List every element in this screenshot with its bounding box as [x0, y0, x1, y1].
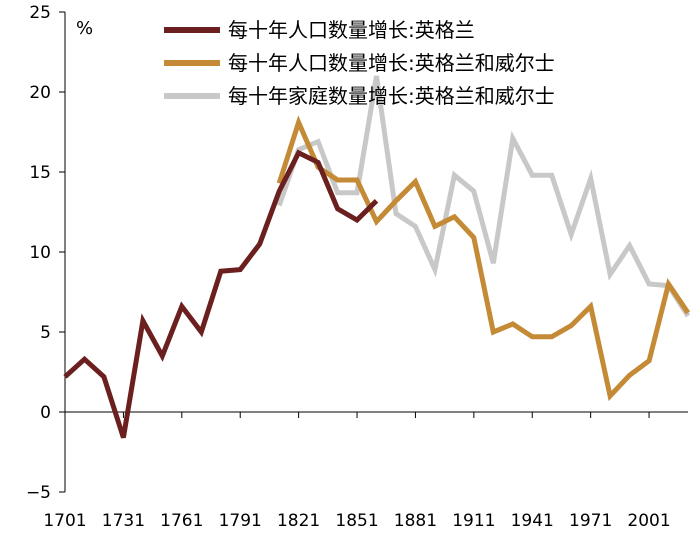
x-tick-label: 1791 — [219, 511, 262, 531]
y-tick-label: 0 — [40, 403, 51, 423]
y-tick-label: 15 — [29, 163, 51, 183]
x-axis-ticks: 1701 1731 1761 1791 1821 1851 1881 1911 1941 1971… — [43, 412, 671, 531]
y-axis-ticks: −5 0 5 10 15 20 25 — [26, 3, 65, 503]
y-tick-label: 25 — [29, 3, 51, 23]
x-tick-label: 1761 — [160, 511, 203, 531]
x-tick-label: 1941 — [511, 511, 554, 531]
x-tick-label: 1851 — [335, 511, 378, 531]
chart-legend: 每十年人口数量增长:英格兰每十年人口数量增长:英格兰和威尔士每十年家庭数量增长:… — [164, 18, 555, 108]
y-tick-label: 5 — [40, 323, 51, 343]
x-tick-label: 2001 — [627, 511, 670, 531]
legend-label-1: 每十年人口数量增长:英格兰和威尔士 — [228, 51, 555, 75]
y-tick-label: 10 — [29, 243, 51, 263]
x-tick-label: 1881 — [394, 511, 437, 531]
x-tick-label: 1971 — [569, 511, 612, 531]
x-tick-label: 1911 — [452, 511, 495, 531]
y-tick-label: −5 — [26, 483, 51, 503]
legend-label-0: 每十年人口数量增长:英格兰 — [228, 18, 475, 42]
series-line-2 — [276, 75, 691, 318]
series-lines — [63, 75, 691, 439]
x-tick-label: 1731 — [102, 511, 145, 531]
x-tick-label: 1701 — [43, 511, 86, 531]
y-tick-label: 20 — [29, 83, 51, 103]
y-unit-label: % — [76, 18, 93, 39]
x-tick-label: 1821 — [277, 511, 320, 531]
series-line-0 — [63, 149, 379, 439]
series-line-1 — [276, 115, 691, 402]
legend-label-2: 每十年家庭数量增长:英格兰和威尔士 — [228, 84, 555, 108]
